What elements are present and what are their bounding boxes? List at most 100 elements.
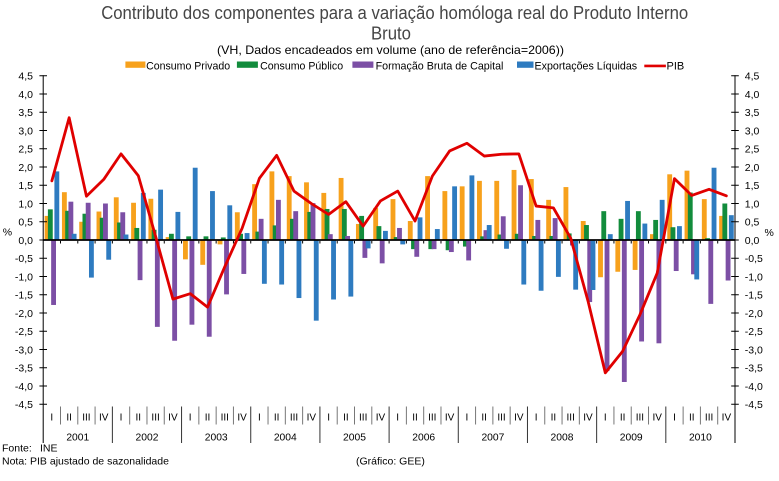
svg-text:I: I	[258, 412, 261, 423]
svg-text:-3,5: -3,5	[15, 363, 33, 375]
svg-text:PIB: PIB	[667, 61, 685, 73]
svg-text:II: II	[689, 412, 695, 423]
svg-text:4,5: 4,5	[745, 71, 760, 83]
svg-text:IV: IV	[376, 412, 386, 423]
svg-text:-2,5: -2,5	[15, 326, 33, 338]
svg-text:2,0: 2,0	[745, 162, 760, 174]
svg-text:Bruto: Bruto	[371, 24, 411, 44]
svg-text:I: I	[466, 412, 469, 423]
svg-text:IV: IV	[168, 412, 178, 423]
svg-text:IV: IV	[652, 412, 662, 423]
svg-text:0,0: 0,0	[745, 235, 760, 247]
svg-text:Nota: PIB ajustado de sazonali: Nota: PIB ajustado de sazonalidade	[2, 455, 169, 467]
svg-text:4,5: 4,5	[18, 71, 33, 83]
svg-text:III: III	[290, 412, 298, 423]
svg-text:-1,0: -1,0	[745, 271, 763, 283]
svg-text:II: II	[274, 412, 280, 423]
svg-text:1,0: 1,0	[18, 198, 33, 210]
svg-text:I: I	[50, 412, 53, 423]
svg-text:III: III	[221, 412, 229, 423]
svg-text:(VH, Dados encadeados em volum: (VH, Dados encadeados em volume (ano de …	[217, 43, 564, 57]
svg-text:IV: IV	[583, 412, 593, 423]
svg-text:-3,0: -3,0	[15, 344, 33, 356]
svg-text:Contributo dos componentes par: Contributo dos componentes para a variaç…	[101, 3, 688, 23]
svg-text:III: III	[636, 412, 644, 423]
svg-text:4,0: 4,0	[18, 89, 33, 101]
svg-text:I: I	[120, 412, 123, 423]
svg-text:IV: IV	[445, 412, 455, 423]
svg-text:1,5: 1,5	[745, 180, 760, 192]
svg-text:2,0: 2,0	[18, 162, 33, 174]
svg-text:II: II	[412, 412, 418, 423]
svg-text:2003: 2003	[205, 433, 228, 444]
svg-text:0,0: 0,0	[18, 235, 33, 247]
svg-text:0,5: 0,5	[18, 217, 33, 229]
svg-text:-0,5: -0,5	[745, 253, 763, 265]
svg-text:I: I	[673, 412, 676, 423]
svg-text:Exportações Líquidas: Exportações Líquidas	[535, 61, 638, 73]
svg-text:I: I	[327, 412, 330, 423]
svg-text:III: III	[82, 412, 90, 423]
svg-text:I: I	[604, 412, 607, 423]
svg-text:3,5: 3,5	[18, 107, 33, 119]
svg-text:3,0: 3,0	[745, 125, 760, 137]
svg-text:-2,5: -2,5	[745, 326, 763, 338]
svg-text:1,0: 1,0	[745, 198, 760, 210]
svg-text:-0,5: -0,5	[15, 253, 33, 265]
svg-text:II: II	[551, 412, 557, 423]
svg-text:III: III	[497, 412, 505, 423]
svg-text:IV: IV	[722, 412, 732, 423]
svg-text:-3,0: -3,0	[745, 344, 763, 356]
svg-text:I: I	[396, 412, 399, 423]
svg-text:-1,5: -1,5	[745, 290, 763, 302]
svg-text:Formação Bruta de Capital: Formação Bruta de Capital	[376, 61, 504, 73]
svg-text:I: I	[535, 412, 538, 423]
svg-text:I: I	[189, 412, 192, 423]
svg-text:Fonte:: Fonte:	[2, 443, 32, 455]
svg-text:1,5: 1,5	[18, 180, 33, 192]
svg-text:II: II	[343, 412, 349, 423]
svg-text:IV: IV	[99, 412, 109, 423]
svg-text:III: III	[705, 412, 713, 423]
svg-text:2006: 2006	[412, 433, 435, 444]
svg-text:4,0: 4,0	[745, 89, 760, 101]
svg-text:3,0: 3,0	[18, 125, 33, 137]
svg-text:-1,5: -1,5	[15, 290, 33, 302]
svg-text:-4,5: -4,5	[745, 399, 763, 411]
svg-text:III: III	[359, 412, 367, 423]
svg-text:III: III	[151, 412, 159, 423]
svg-text:2,5: 2,5	[745, 144, 760, 156]
svg-text:%: %	[765, 227, 774, 239]
svg-text:2002: 2002	[136, 433, 159, 444]
svg-text:-3,5: -3,5	[745, 363, 763, 375]
svg-text:-2,0: -2,0	[15, 308, 33, 320]
svg-text:Consumo Privado: Consumo Privado	[146, 61, 230, 73]
svg-text:%: %	[3, 227, 12, 239]
svg-text:III: III	[428, 412, 436, 423]
svg-text:0,5: 0,5	[745, 217, 760, 229]
svg-text:II: II	[620, 412, 626, 423]
svg-text:-1,0: -1,0	[15, 271, 33, 283]
svg-text:2007: 2007	[481, 433, 504, 444]
svg-text:2010: 2010	[689, 433, 712, 444]
svg-text:-4,0: -4,0	[745, 381, 763, 393]
svg-text:2008: 2008	[551, 433, 574, 444]
svg-text:2,5: 2,5	[18, 144, 33, 156]
svg-text:3,5: 3,5	[745, 107, 760, 119]
svg-text:-4,5: -4,5	[15, 399, 33, 411]
svg-text:(Gráfico: GEE): (Gráfico: GEE)	[356, 455, 425, 467]
svg-text:INE: INE	[40, 443, 58, 455]
svg-text:Consumo Público: Consumo Público	[260, 61, 343, 73]
svg-text:IV: IV	[237, 412, 247, 423]
svg-text:2005: 2005	[343, 433, 366, 444]
svg-text:IV: IV	[307, 412, 317, 423]
svg-text:II: II	[66, 412, 72, 423]
svg-text:2004: 2004	[274, 433, 297, 444]
svg-text:-4,0: -4,0	[15, 381, 33, 393]
svg-text:III: III	[567, 412, 575, 423]
svg-text:II: II	[136, 412, 142, 423]
svg-text:II: II	[205, 412, 211, 423]
svg-text:2009: 2009	[620, 433, 643, 444]
svg-text:-2,0: -2,0	[745, 308, 763, 320]
svg-text:IV: IV	[514, 412, 524, 423]
